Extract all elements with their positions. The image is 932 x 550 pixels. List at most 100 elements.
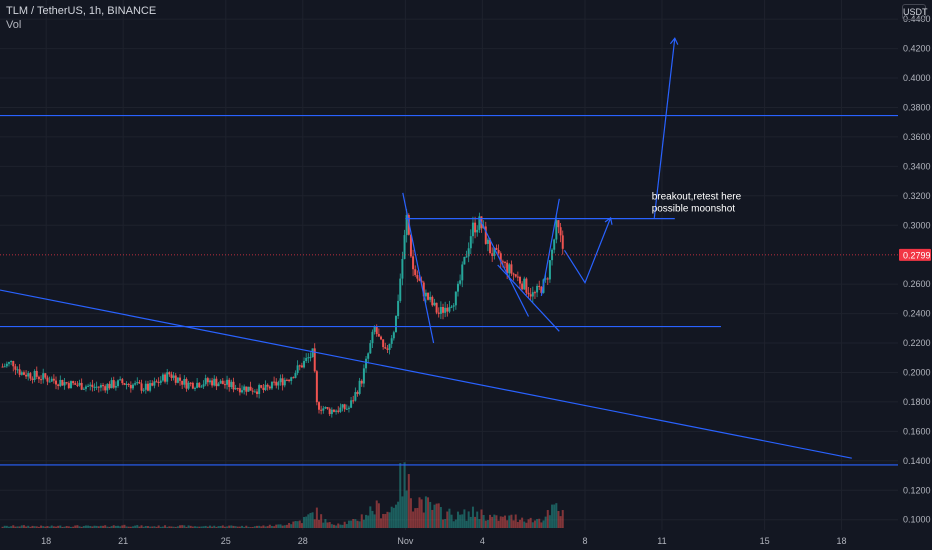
candle-body (307, 357, 310, 359)
retest-arrowhead[interactable] (604, 216, 613, 225)
moonshot-arrowhead[interactable] (669, 37, 679, 45)
candle-body (78, 382, 81, 386)
volume-bar (491, 516, 494, 528)
volume-bar (236, 526, 239, 528)
candle-body (153, 381, 156, 386)
volume-bar (506, 520, 509, 528)
volume-bar (439, 507, 442, 528)
volume-bar (232, 525, 235, 528)
volume-bar (87, 525, 90, 528)
candle-body (63, 382, 66, 386)
candle-body (129, 385, 132, 389)
wave-path[interactable] (402, 192, 435, 344)
time-tick-label: 15 (760, 536, 770, 546)
volume-bar (330, 524, 333, 528)
volume-bar (123, 524, 126, 528)
volume-bar (501, 516, 504, 528)
candle-body (87, 385, 90, 387)
annotation-text[interactable]: breakout,retest here possible moonshot (652, 191, 742, 214)
candle-body (123, 383, 126, 385)
currency-badge[interactable]: USDT (902, 4, 928, 20)
wave-path[interactable] (563, 217, 612, 285)
candle-body (31, 378, 34, 380)
candle-body (187, 382, 190, 389)
volume-bar (142, 526, 145, 528)
volume-bar (262, 525, 265, 528)
candle-body (538, 285, 541, 287)
candle-body (435, 302, 438, 313)
volume-bar (117, 525, 120, 528)
candle-body (360, 380, 363, 384)
wave-path[interactable] (653, 38, 676, 218)
volume-bar (382, 513, 385, 528)
candle-body (266, 384, 269, 387)
volume-bar (10, 526, 13, 528)
candle-body (215, 378, 218, 387)
candle-body (486, 239, 489, 244)
candle-body (52, 378, 55, 381)
volume-bar (442, 519, 445, 528)
candle-body (275, 381, 278, 386)
volume-bar (193, 526, 196, 528)
volume-bar (499, 516, 502, 528)
volume-bar (176, 526, 179, 528)
time-axis[interactable]: 18 21 25 28 Nov 4 8 11 15 18 (0, 530, 932, 550)
price-axis[interactable]: 0.44000.42000.40000.38000.36000.34000.32… (898, 0, 932, 550)
candle-body (422, 282, 425, 297)
candle-body (444, 307, 447, 313)
volume-bar (538, 518, 541, 528)
volume-bar (452, 521, 455, 528)
volume-bar (213, 525, 216, 528)
candle-body (382, 339, 385, 348)
volume-bar (146, 526, 149, 528)
volume-bar (134, 525, 137, 528)
candle-body (80, 382, 83, 390)
candle-body (536, 285, 539, 293)
volume-bar (35, 526, 38, 528)
candle-body (429, 296, 432, 300)
volume-bar (516, 521, 519, 528)
candle-body (339, 407, 342, 412)
volume-bar (555, 503, 558, 528)
wave-path[interactable] (540, 198, 560, 297)
candle-body (454, 291, 457, 306)
volume-bar (358, 521, 361, 528)
volume-bar (69, 526, 72, 528)
candle-body (89, 384, 92, 386)
candle-body (557, 220, 560, 228)
price-tick-label: 0.2600 (903, 279, 931, 289)
candle-body (211, 380, 214, 386)
volume-bar (52, 526, 55, 528)
candle-body (277, 382, 280, 386)
annotation-line-2[interactable]: possible moonshot (652, 203, 736, 214)
volume-bar (531, 522, 534, 528)
volume-bar (292, 521, 295, 528)
descending-trendline[interactable] (0, 289, 852, 459)
symbol-title[interactable]: TLM / TetherUS, 1h, BINANCE (6, 5, 157, 17)
drawings[interactable] (0, 37, 898, 466)
volume-bar (114, 525, 117, 528)
volume-bar (172, 526, 175, 528)
wave-path[interactable] (479, 219, 530, 317)
volume-bar (221, 525, 224, 528)
candle-body (172, 375, 175, 378)
candle-body (514, 274, 517, 277)
volume-bar (112, 525, 115, 528)
volume-legend-label[interactable]: Vol (6, 19, 22, 31)
volume-bar (527, 519, 530, 528)
candle-body (221, 380, 224, 385)
volume-bar (119, 526, 122, 528)
candle-body (343, 404, 346, 410)
wave-path[interactable] (497, 264, 560, 332)
time-tick-label: Nov (397, 536, 414, 546)
candle-body (10, 361, 13, 363)
volume-bar (80, 526, 83, 528)
candle-body (14, 366, 17, 370)
candle-body (40, 379, 43, 381)
volume-bar (420, 499, 423, 528)
annotation-line-1[interactable]: breakout,retest here (652, 191, 742, 202)
volume-bar (510, 514, 513, 528)
candle-body (200, 386, 203, 388)
volume-bar (352, 518, 355, 528)
